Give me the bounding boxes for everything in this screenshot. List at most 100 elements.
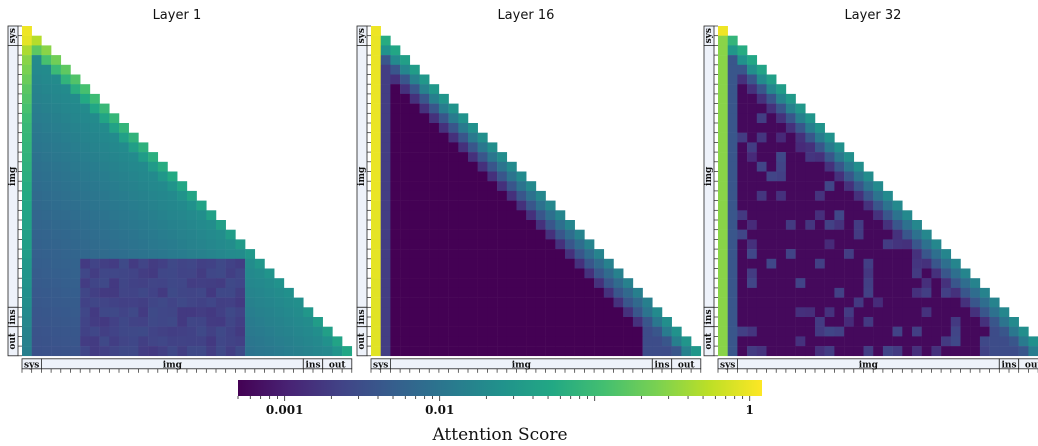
heatmap-cell <box>225 268 236 279</box>
heatmap-cell <box>283 326 294 337</box>
heatmap-cell <box>409 268 420 279</box>
heatmap-cell <box>419 268 430 279</box>
heatmap-cell <box>99 113 110 124</box>
heatmap-cell <box>824 287 835 298</box>
heatmap-cell <box>989 326 1000 337</box>
heatmap-cell <box>584 307 595 318</box>
heatmap-cell <box>429 297 440 308</box>
heatmap-cell <box>766 258 777 269</box>
heatmap-cell <box>795 307 806 318</box>
heatmap-cell <box>766 239 777 250</box>
heatmap-cell <box>902 307 913 318</box>
heatmap-cell <box>99 249 110 260</box>
heatmap-cell <box>834 239 845 250</box>
heatmap-cell <box>216 258 226 269</box>
heatmap-cell <box>727 346 738 357</box>
heatmap-cell <box>584 336 595 347</box>
heatmap-cell <box>718 200 728 211</box>
heatmap-cell <box>477 181 488 192</box>
heatmap-cell <box>186 268 197 279</box>
heatmap-cell <box>815 171 825 182</box>
heatmap-cell <box>824 181 835 192</box>
heatmap-cell <box>737 336 748 347</box>
heatmap-cell <box>497 268 508 279</box>
heatmap-cell <box>448 103 459 114</box>
heatmap-cell <box>128 220 139 230</box>
heatmap-cell <box>254 346 265 357</box>
heatmap-cell <box>22 220 32 230</box>
heatmap-cell <box>574 268 585 279</box>
heatmap-cell <box>380 64 391 75</box>
heatmap-cell <box>477 258 488 269</box>
heatmap-cell <box>727 55 738 66</box>
heatmap-cell <box>795 249 806 260</box>
heatmap-cell <box>594 307 605 318</box>
colorbar-tick-label: 0.01 <box>425 403 454 417</box>
heatmap-cell <box>390 297 401 308</box>
heatmap-cell <box>785 113 796 124</box>
heatmap-cell <box>863 297 874 308</box>
heatmap-cell <box>747 307 758 318</box>
heatmap-cell <box>497 336 508 347</box>
heatmap-cell <box>516 268 527 279</box>
heatmap-cell <box>419 113 430 124</box>
heatmap-cell <box>776 103 787 114</box>
heatmap-cell <box>921 317 932 327</box>
heatmap-cell <box>989 297 1000 308</box>
heatmap-cell <box>60 317 71 327</box>
heatmap-cell <box>80 326 91 337</box>
heatmap-cell <box>313 336 323 347</box>
heatmap-cell <box>196 249 207 260</box>
heatmap-cell <box>342 346 353 357</box>
heatmap-cell <box>766 181 777 192</box>
heatmap-cell <box>31 278 42 289</box>
y-group-label-ins: ins <box>357 309 367 324</box>
heatmap-cell <box>119 258 129 269</box>
heatmap-cell <box>371 181 381 192</box>
heatmap-cell <box>70 123 81 133</box>
heatmap-cell <box>148 152 159 163</box>
heatmap-cell <box>747 132 758 143</box>
heatmap-cell <box>477 268 488 279</box>
heatmap-cell <box>167 307 178 318</box>
heatmap-cell <box>555 346 566 357</box>
heatmap-cell <box>60 268 71 279</box>
heatmap-cell <box>747 142 758 153</box>
heatmap-cell <box>22 142 32 153</box>
heatmap-cell <box>80 171 91 182</box>
heatmap-cell <box>254 297 265 308</box>
heatmap-cell <box>60 113 71 124</box>
heatmap-cell <box>747 346 758 357</box>
heatmap-cell <box>737 74 748 85</box>
heatmap-cell <box>642 346 653 357</box>
heatmap-cell <box>245 258 256 269</box>
heatmap-cell <box>51 113 62 124</box>
heatmap-cell <box>31 181 42 192</box>
y-group-out <box>703 326 715 357</box>
heatmap-cell <box>506 200 517 211</box>
heatmap-cell <box>941 346 952 357</box>
heatmap-cell <box>603 287 614 298</box>
heatmap-cell <box>429 123 440 133</box>
heatmap-cell <box>652 326 663 337</box>
heatmap-cell <box>834 346 845 357</box>
heatmap-cell <box>756 123 767 133</box>
heatmap-cell <box>1009 317 1019 327</box>
heatmap-cell <box>177 287 188 298</box>
heatmap-cell <box>60 152 71 163</box>
heatmap-cell <box>332 346 343 357</box>
heatmap-cell <box>834 297 845 308</box>
heatmap-cell <box>785 249 796 260</box>
heatmap-cell <box>766 229 777 240</box>
heatmap-cell <box>128 132 139 143</box>
heatmap-cell <box>409 113 420 124</box>
heatmap-cell <box>584 287 595 298</box>
heatmap-cell <box>776 210 787 221</box>
heatmap-cell <box>1009 326 1019 337</box>
heatmap-cell <box>438 113 449 124</box>
heatmap-cell <box>148 161 159 172</box>
heatmap-cell <box>477 152 488 163</box>
heatmap-cell <box>196 258 207 269</box>
heatmap-cell <box>737 132 748 143</box>
heatmap-cell <box>429 239 440 250</box>
